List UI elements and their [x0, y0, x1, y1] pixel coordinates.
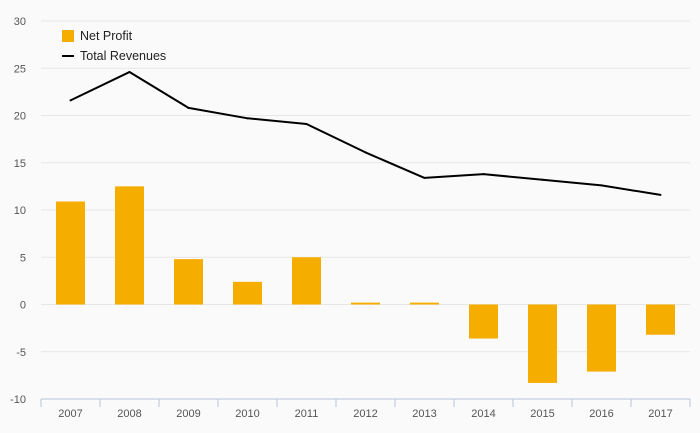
line-point-total-revenues: [482, 173, 485, 176]
bar-net-profit: [587, 304, 616, 372]
line-series: [69, 71, 662, 196]
line-point-total-revenues: [69, 99, 72, 102]
line-point-total-revenues: [187, 106, 190, 109]
y-tick-label: 15: [14, 158, 26, 170]
x-axis: 2007 2008 2009 2010 2011 2012 2013 2014 2015 2016…: [40, 398, 691, 420]
line-point-total-revenues: [541, 178, 544, 181]
y-tick-label: 20: [14, 111, 26, 123]
bar-net-profit: [233, 281, 262, 305]
y-tick-label: -5: [16, 347, 26, 359]
x-tick-label: 2013: [412, 408, 436, 420]
bar-net-profit: [174, 259, 203, 305]
x-tick-label: 2014: [471, 408, 495, 420]
line-point-total-revenues: [364, 151, 367, 154]
x-tick-label: 2008: [117, 408, 141, 420]
y-tick-label: 30: [14, 16, 26, 28]
x-tick-label: 2009: [176, 408, 200, 420]
line-point-total-revenues: [659, 193, 662, 196]
x-tick-label: 2017: [648, 408, 672, 420]
y-tick-label: -10: [10, 394, 26, 406]
y-axis: 30 25 20 15 10 5 0 -5 -10: [10, 16, 26, 406]
bar-net-profit: [292, 257, 321, 305]
legend-label-net-profit: Net Profit: [80, 29, 133, 43]
bar-net-profit: [528, 304, 557, 383]
x-tick-label: 2012: [353, 408, 377, 420]
legend: Net Profit Total Revenues: [62, 29, 166, 63]
x-tick-label: 2016: [589, 408, 613, 420]
bar-net-profit: [351, 302, 380, 305]
y-tick-label: 25: [14, 63, 26, 75]
y-tick-label: 0: [20, 300, 26, 312]
legend-swatch-net-profit: [62, 30, 74, 42]
bar-net-profit: [469, 304, 498, 339]
line-point-total-revenues: [305, 123, 308, 126]
line-point-total-revenues: [423, 176, 426, 179]
bar-net-profit: [115, 186, 144, 305]
line-point-total-revenues: [600, 184, 603, 187]
x-tick-label: 2015: [530, 408, 554, 420]
bar-net-profit: [646, 304, 675, 335]
x-tick-label: 2007: [58, 408, 82, 420]
x-tick-label: 2011: [295, 408, 319, 420]
bar-series: [56, 186, 675, 383]
legend-label-total-revenues: Total Revenues: [80, 49, 166, 63]
x-tick-label: 2010: [235, 408, 259, 420]
line-point-total-revenues: [246, 117, 249, 120]
bar-net-profit: [410, 302, 439, 305]
y-tick-label: 10: [14, 205, 26, 217]
line-point-total-revenues: [128, 71, 131, 74]
bar-net-profit: [56, 201, 85, 305]
y-tick-label: 5: [20, 252, 26, 264]
